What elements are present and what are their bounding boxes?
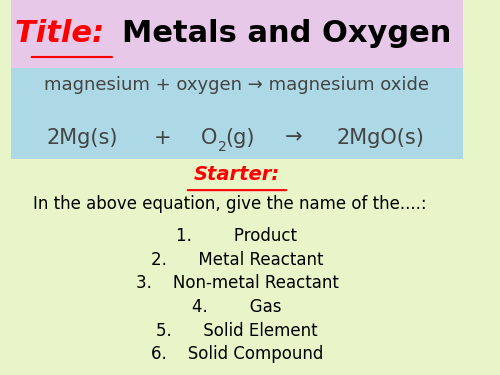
FancyBboxPatch shape	[10, 0, 463, 68]
FancyBboxPatch shape	[10, 159, 463, 375]
Text: 2Mg(s): 2Mg(s)	[47, 128, 118, 148]
Text: 4.        Gas: 4. Gas	[192, 298, 282, 316]
Text: 2: 2	[218, 140, 226, 154]
Text: +: +	[154, 128, 171, 148]
Text: In the above equation, give the name of the....:: In the above equation, give the name of …	[34, 195, 427, 213]
Text: 3.    Non-metal Reactant: 3. Non-metal Reactant	[136, 274, 338, 292]
Text: 2MgO(s): 2MgO(s)	[336, 128, 424, 148]
Text: O: O	[201, 128, 217, 148]
Text: Metals and Oxygen: Metals and Oxygen	[122, 19, 451, 48]
Text: 1.        Product: 1. Product	[176, 227, 298, 245]
Text: 6.    Solid Compound: 6. Solid Compound	[151, 345, 323, 363]
FancyBboxPatch shape	[10, 68, 463, 159]
Text: →: →	[284, 128, 302, 148]
Text: magnesium + oxygen → magnesium oxide: magnesium + oxygen → magnesium oxide	[44, 76, 430, 94]
Text: Starter:: Starter:	[194, 165, 280, 184]
Text: Title:: Title:	[15, 19, 115, 48]
Text: 5.      Solid Element: 5. Solid Element	[156, 322, 318, 340]
Text: 2.      Metal Reactant: 2. Metal Reactant	[150, 251, 323, 269]
Text: (g): (g)	[226, 128, 255, 148]
